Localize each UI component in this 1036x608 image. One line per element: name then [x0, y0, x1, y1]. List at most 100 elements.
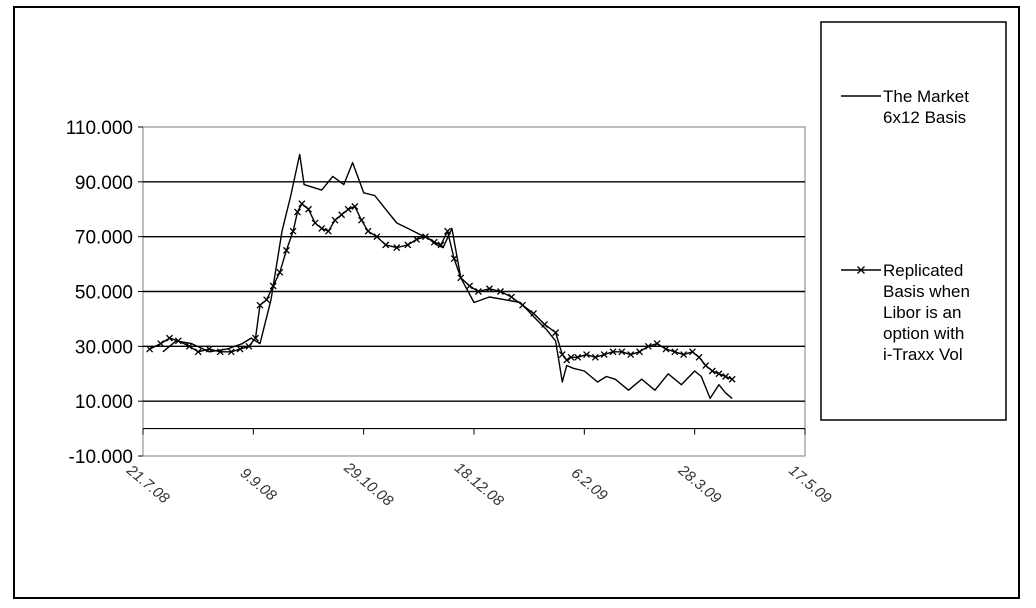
- data-point: [344, 205, 352, 213]
- data-point: [689, 348, 696, 356]
- data-point: [609, 348, 617, 356]
- data-point: [519, 301, 527, 309]
- data-point: [421, 233, 429, 241]
- series-2: [146, 200, 736, 383]
- legend-marker: [857, 266, 865, 274]
- legend-box: [820, 21, 1007, 421]
- y-tick-label: 30.000: [75, 337, 133, 358]
- data-point: [444, 227, 451, 235]
- data-point: [252, 334, 259, 342]
- legend-label-line: i-Traxx Vol: [883, 345, 963, 364]
- data-point: [618, 348, 626, 356]
- x-tick-label: 18.12.08: [451, 459, 507, 510]
- data-point: [236, 345, 244, 353]
- data-point: [662, 345, 670, 353]
- data-point: [474, 288, 482, 295]
- data-point: [382, 241, 390, 249]
- data-point: [282, 246, 290, 254]
- data-point: [600, 351, 608, 359]
- data-point: [331, 216, 339, 224]
- y-tick-label: 50.000: [75, 283, 133, 304]
- data-point: [324, 227, 332, 235]
- data-point: [715, 370, 723, 378]
- data-point: [680, 351, 688, 359]
- x-tick-label: 21.7.08: [122, 461, 173, 507]
- data-point: [437, 241, 445, 249]
- data-point: [146, 345, 154, 353]
- x-tick-label: 9.9.08: [237, 465, 280, 505]
- data-point: [404, 241, 412, 249]
- data-point: [351, 203, 359, 210]
- data-point: [185, 342, 193, 350]
- data-point: [541, 320, 549, 328]
- data-point: [318, 224, 326, 232]
- y-tick-label: -10.000: [69, 447, 133, 468]
- series-1: [162, 153, 733, 400]
- data-point: [276, 268, 284, 276]
- data-point: [157, 340, 165, 348]
- data-point: [256, 301, 264, 309]
- data-point: [636, 348, 643, 356]
- data-point: [653, 340, 661, 348]
- data-point: [671, 348, 679, 356]
- series-line: [162, 153, 733, 400]
- data-point: [583, 351, 590, 359]
- legend-item-2: Replicated Basis when Libor is an option wi…: [841, 261, 970, 364]
- data-point: [174, 337, 182, 345]
- data-point: [695, 353, 703, 361]
- data-point: [166, 334, 173, 342]
- y-tick-label: 110.000: [66, 118, 133, 139]
- plot-area: 110.000 90.000 70.000 50.000 30.000 10.000 -10…: [66, 118, 835, 510]
- legend-label-line: Libor is an: [883, 303, 961, 322]
- legend-label: Replicated Basis when Libor is an option wi…: [883, 261, 970, 364]
- data-point: [216, 348, 224, 356]
- data-point: [194, 348, 202, 356]
- x-tick-label: 28.3.09: [674, 461, 725, 507]
- data-point: [245, 342, 253, 350]
- data-point: [457, 274, 465, 282]
- data-point: [430, 238, 438, 246]
- data-point: [627, 351, 635, 359]
- data-point: [305, 205, 312, 213]
- line-chart: 110.000 90.000 70.000 50.000 30.000 10.000 -10…: [66, 21, 1007, 510]
- y-tick-label: 70.000: [75, 228, 133, 249]
- data-point: [413, 235, 421, 243]
- data-point: [702, 362, 710, 369]
- data-point: [508, 293, 515, 301]
- data-point: [558, 351, 566, 359]
- y-tick-label: 90.000: [75, 173, 133, 194]
- data-point: [364, 227, 372, 235]
- chart-frame: 110.000 90.000 70.000 50.000 30.000 10.000 -10…: [13, 6, 1020, 599]
- data-point: [574, 353, 582, 361]
- legend-label-line: The Market: [883, 87, 969, 106]
- data-point: [393, 244, 401, 252]
- data-point: [289, 227, 297, 235]
- data-point: [205, 345, 213, 353]
- legend-label-line: Replicated: [883, 261, 963, 280]
- data-point: [450, 255, 458, 263]
- data-point: [530, 309, 538, 317]
- data-point: [497, 288, 504, 295]
- y-tick-label: 10.000: [75, 392, 133, 413]
- data-point: [552, 329, 560, 337]
- data-point: [298, 200, 306, 208]
- data-point: [728, 375, 736, 383]
- data-point: [227, 348, 235, 356]
- data-point: [466, 282, 474, 290]
- chart-legend: The Market 6x12 Basis Replicated Basis when…: [820, 21, 1007, 421]
- data-point: [311, 219, 319, 227]
- data-point: [338, 211, 346, 219]
- legend-item-1: The Market 6x12 Basis: [841, 87, 969, 127]
- data-point: [373, 233, 381, 241]
- legend-label-line: option with: [883, 324, 964, 343]
- legend-label-line: 6x12 Basis: [883, 108, 966, 127]
- x-tick-label: 17.5.09: [785, 462, 835, 508]
- data-point: [722, 373, 730, 380]
- data-point: [563, 356, 571, 364]
- data-point: [591, 353, 599, 361]
- data-point: [708, 367, 716, 375]
- x-tick-label: 29.10.08: [340, 459, 397, 511]
- legend-label: The Market 6x12 Basis: [883, 87, 969, 127]
- data-point: [269, 282, 277, 290]
- data-point: [567, 353, 575, 361]
